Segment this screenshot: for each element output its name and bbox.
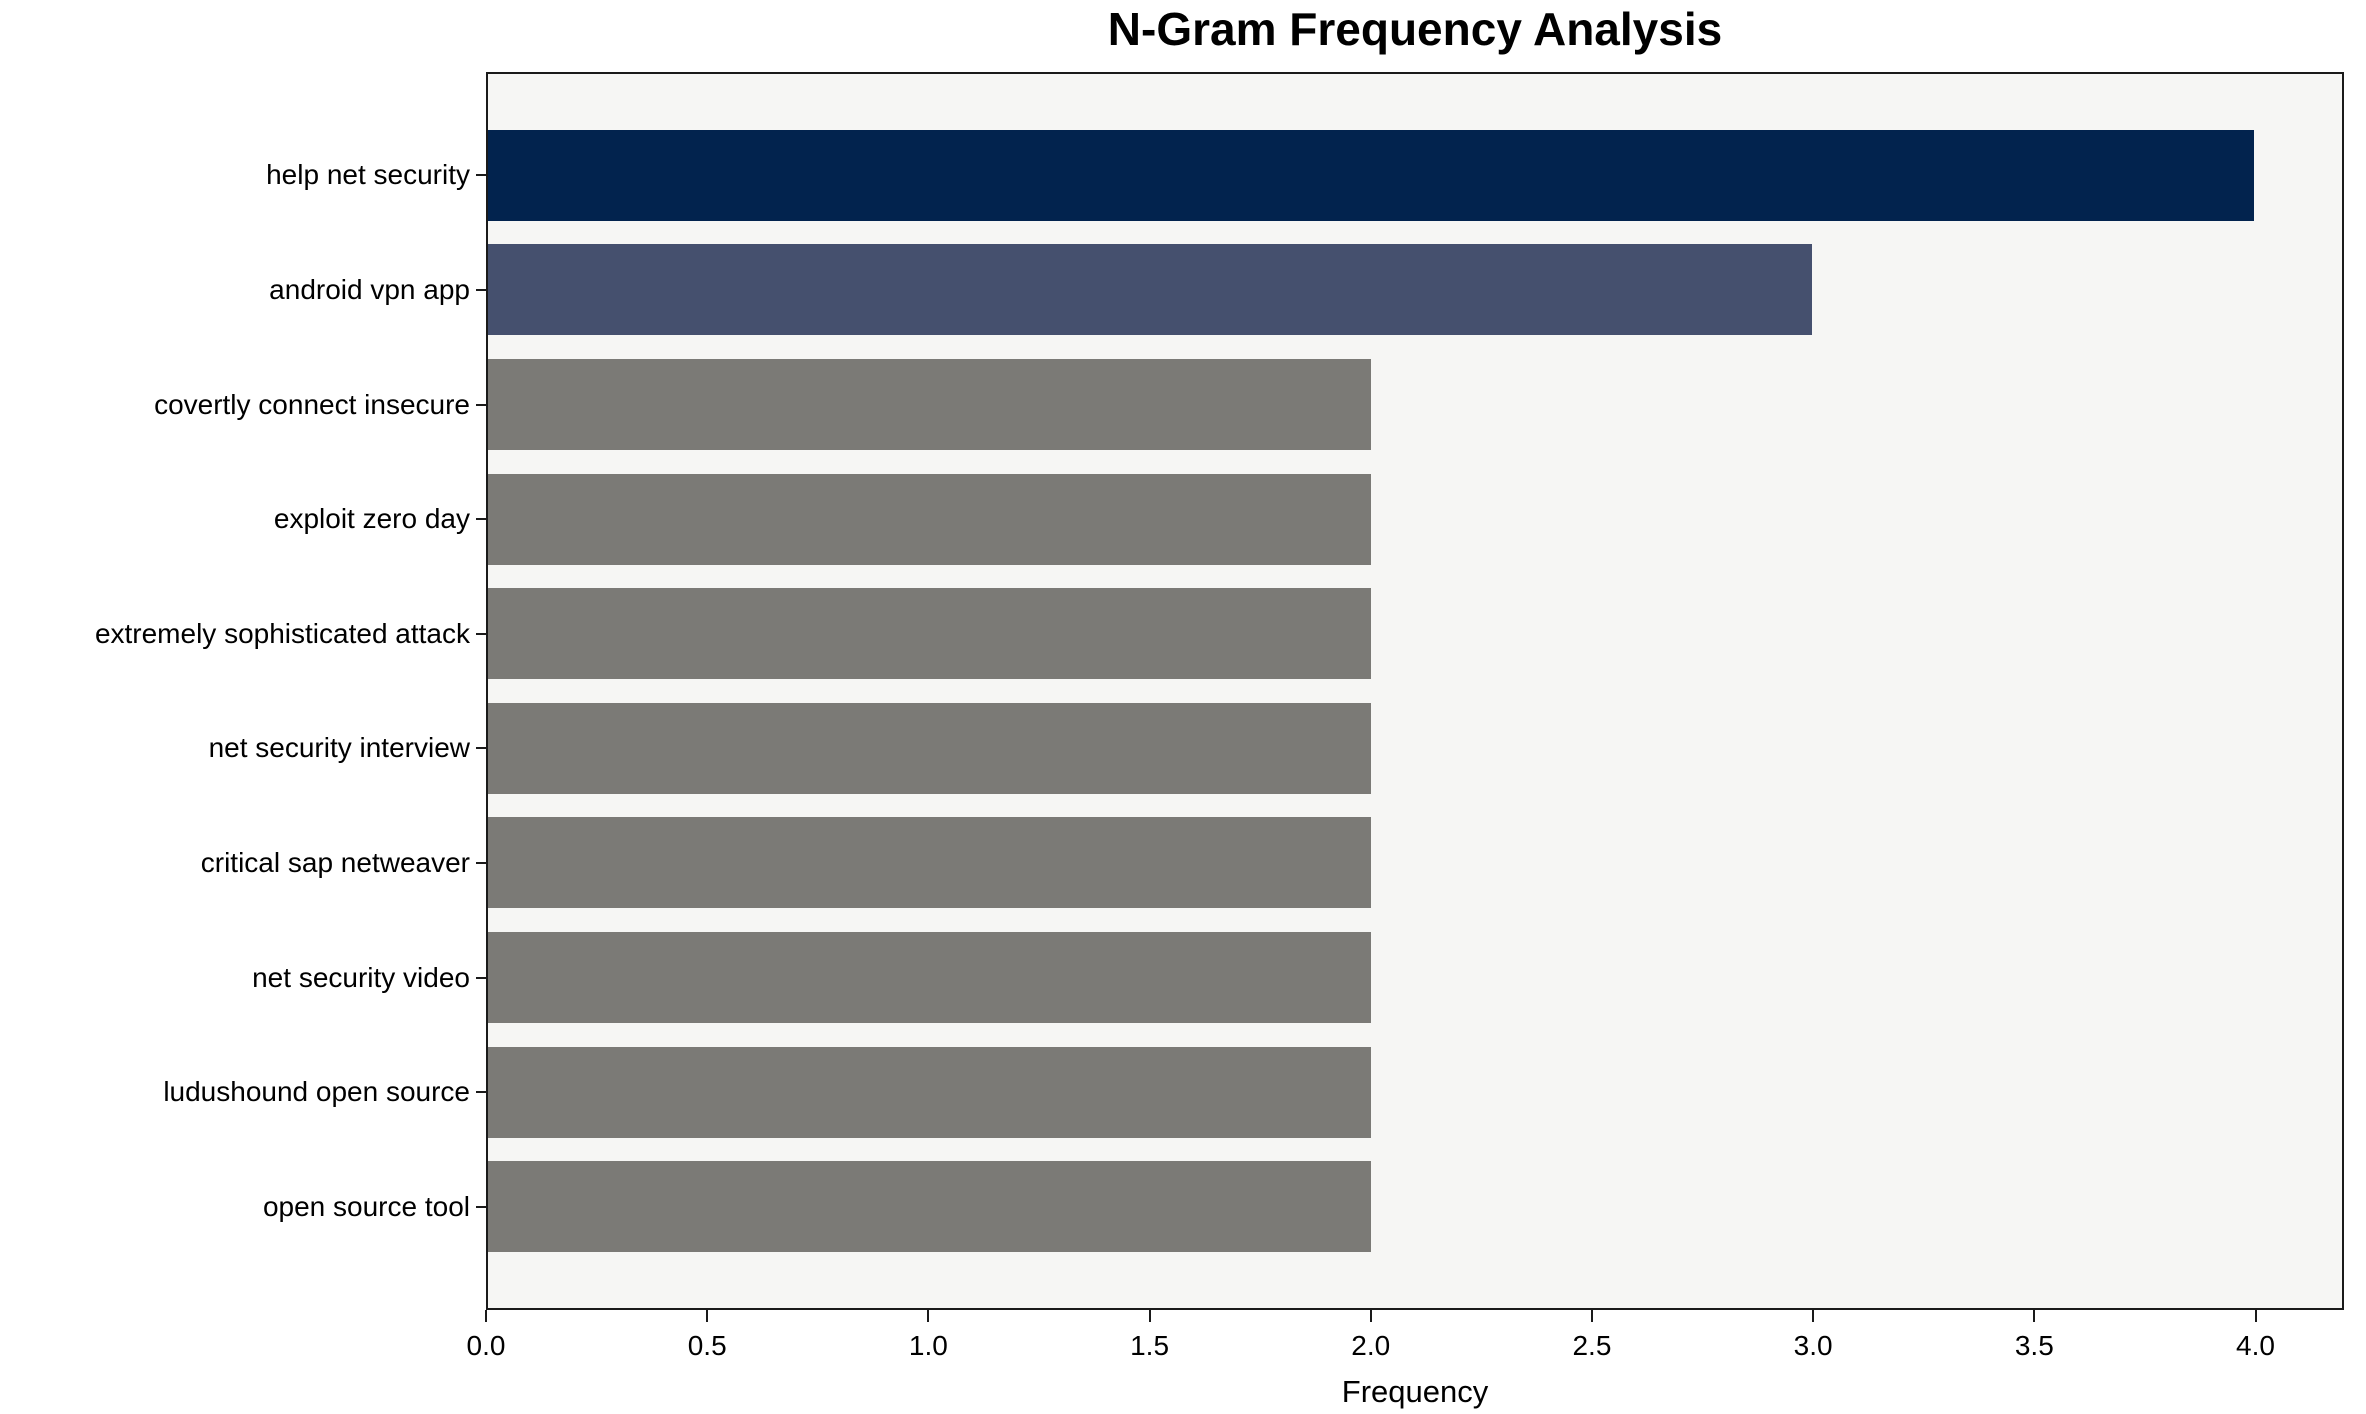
bar-extremely-sophisticated-attack	[488, 588, 1371, 680]
y-tick-mark	[476, 518, 486, 521]
y-tick-label: critical sap netweaver	[200, 846, 470, 878]
y-tick-mark	[476, 1091, 486, 1094]
bar-critical-sap-netweaver	[488, 817, 1371, 909]
y-tick-mark	[476, 747, 486, 750]
x-tick-mark	[927, 1310, 930, 1322]
bar-net-security-interview	[488, 702, 1371, 794]
y-tick-label: net security video	[252, 961, 470, 993]
y-tick-mark	[476, 288, 486, 291]
chart-title: N-Gram Frequency Analysis	[1107, 3, 1723, 55]
x-tick-mark	[485, 1310, 487, 1322]
x-tick-mark	[706, 1310, 709, 1322]
x-axis-label: Frequency	[1341, 1374, 1489, 1409]
x-tick-label: 3.0	[1793, 1330, 1833, 1361]
x-tick-label: 4.0	[2236, 1330, 2275, 1361]
y-tick-mark	[476, 1205, 486, 1208]
bar-help-net-security	[488, 129, 2254, 221]
y-tick-label: ludushound open source	[163, 1076, 470, 1108]
y-tick-mark	[476, 174, 486, 177]
x-tick-label: 2.5	[1572, 1330, 1612, 1361]
bar-ludushound-open-source	[488, 1046, 1371, 1138]
y-tick-mark	[476, 861, 486, 864]
y-tick-mark	[476, 403, 486, 406]
x-tick-mark	[2033, 1310, 2036, 1322]
x-tick-label: 1.0	[908, 1330, 948, 1361]
x-tick-mark	[1369, 1310, 1372, 1322]
y-tick-label: exploit zero day	[273, 503, 470, 535]
plot-area	[486, 72, 2344, 1310]
y-tick-label: covertly connect insecure	[154, 388, 470, 420]
x-tick-mark	[1812, 1310, 1815, 1322]
y-tick-mark	[476, 976, 486, 979]
x-tick-label: 2.0	[1351, 1330, 1391, 1361]
y-tick-label: help net security	[266, 159, 470, 191]
bar-open-source-tool	[488, 1161, 1371, 1253]
x-tick-label: 3.5	[2014, 1330, 2054, 1361]
y-tick-mark	[476, 632, 486, 635]
y-tick-label: open source tool	[262, 1190, 470, 1222]
y-tick-label: net security interview	[208, 732, 470, 764]
x-tick-mark	[2254, 1310, 2257, 1322]
bar-exploit-zero-day	[488, 473, 1371, 565]
y-tick-label: android vpn app	[269, 273, 470, 305]
bar-net-security-video	[488, 932, 1371, 1023]
x-tick-label: 1.5	[1130, 1330, 1170, 1361]
y-tick-label: extremely sophisticated attack	[94, 617, 470, 649]
x-tick-label: 0.0	[466, 1330, 506, 1361]
x-tick-mark	[1590, 1310, 1593, 1322]
x-tick-label: 0.5	[687, 1330, 727, 1361]
bar-covertly-connect-insecure	[488, 359, 1371, 450]
x-tick-mark	[1148, 1310, 1151, 1322]
bar-android-vpn-app	[488, 244, 1813, 336]
